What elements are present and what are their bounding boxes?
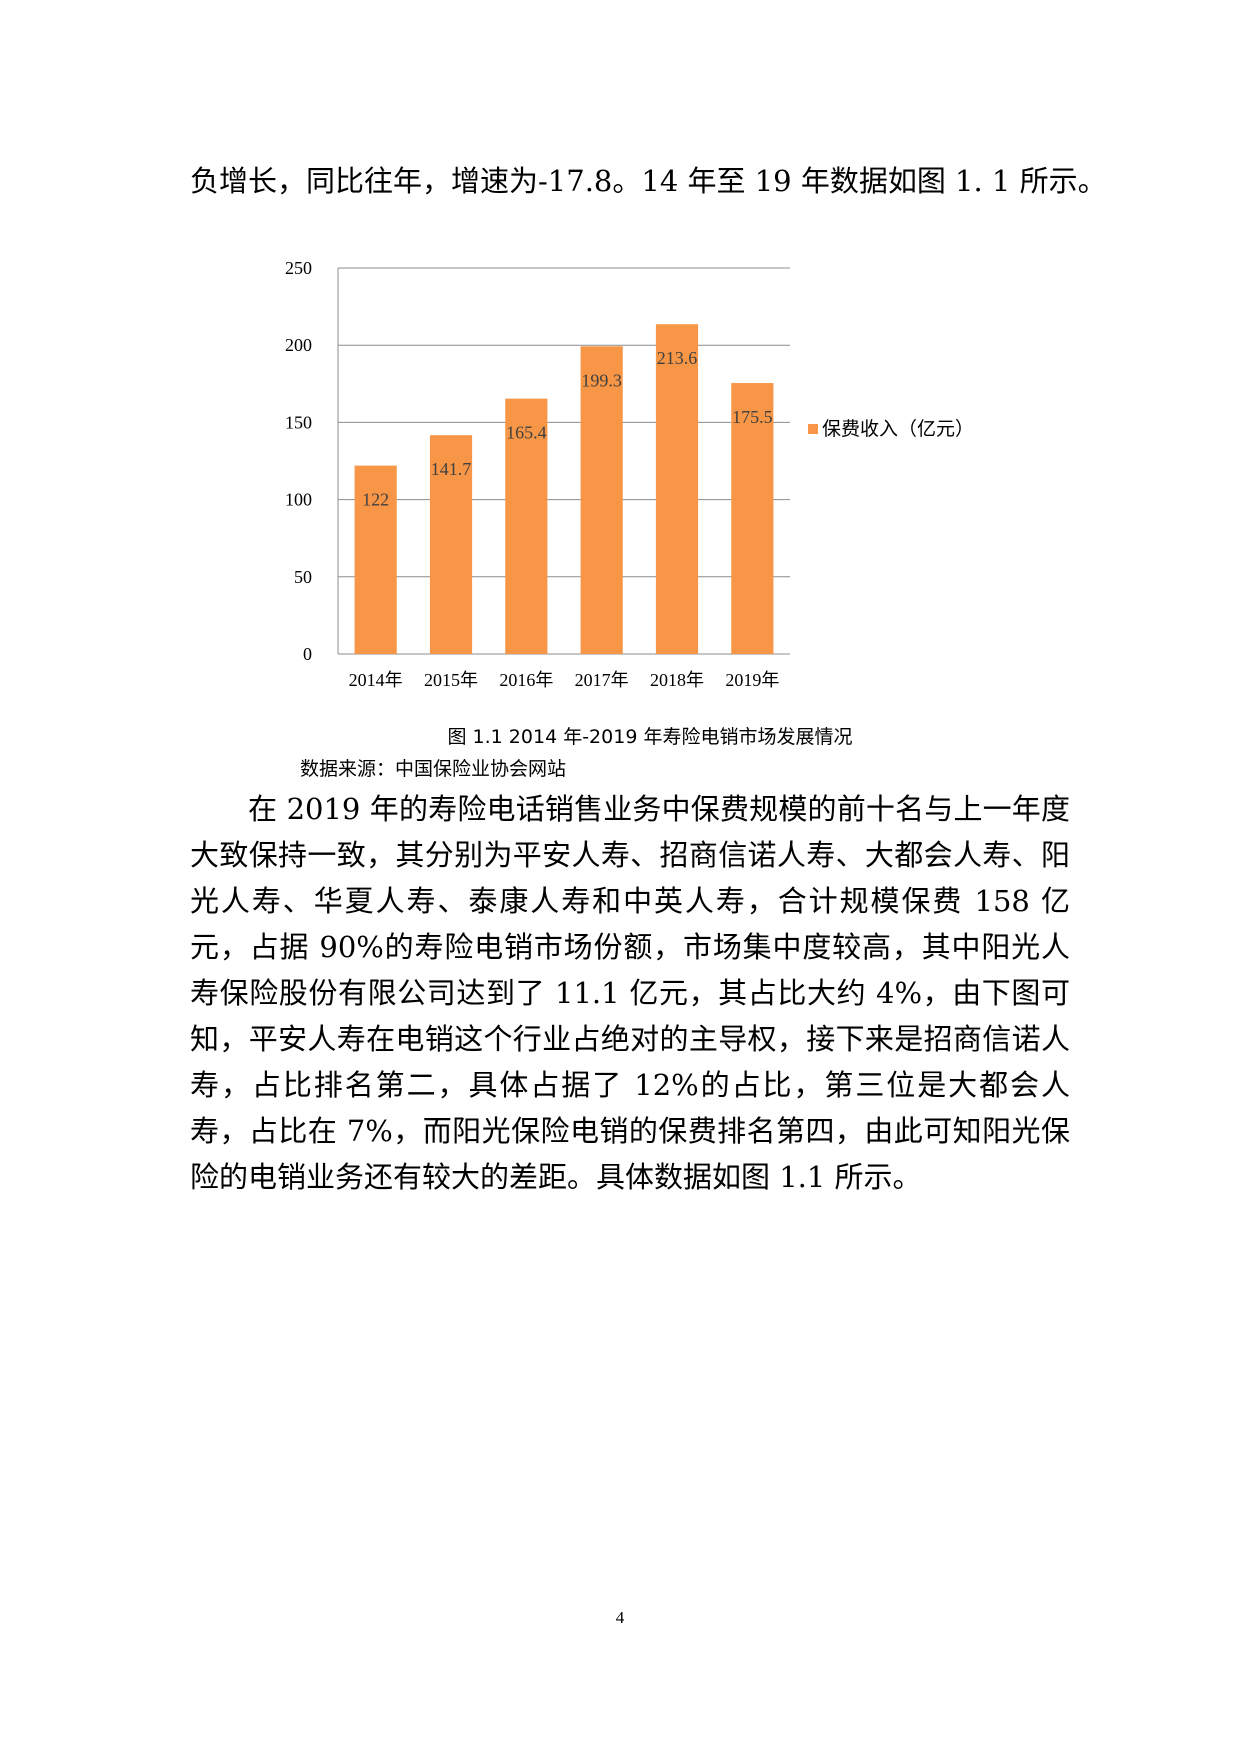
y-tick-label: 150 [285,412,312,432]
x-tick-label: 2014年 [349,670,403,690]
bar [580,346,623,654]
bar [731,383,774,654]
x-tick-label: 2018年 [650,670,704,690]
data-label: 122 [362,490,389,510]
y-tick-label: 200 [285,335,312,355]
legend-label: 保费收入（亿元） [822,418,974,440]
figure-caption: 图 1.1 2014 年-2019 年寿险电销市场发展情况 [447,726,853,748]
data-label: 213.6 [657,348,698,368]
bar [429,435,473,654]
data-label: 165.4 [506,423,547,443]
x-tick-label: 2017年 [575,670,629,690]
data-label: 175.5 [732,407,773,427]
body-section: 在 2019 年的寿险电话销售业务中保费规模的前十名与上一年度大致保持一致，其分… [190,786,1070,1200]
bar [505,398,548,654]
body-paragraph: 在 2019 年的寿险电话销售业务中保费规模的前十名与上一年度大致保持一致，其分… [190,792,1070,1194]
intro-paragraph: 负增长，同比往年，增速为-17.8。14 年至 19 年数据如图 1. 1 所示… [190,164,1107,198]
x-tick-label: 2015年 [424,670,478,690]
chart-svg: 0 50 100 150 200 250 122 2014年 141.7 2015年 165.4 20… [285,258,974,690]
bar [655,324,699,654]
y-tick-label: 100 [285,490,312,510]
bar-chart: 0 50 100 150 200 250 122 2014年 141.7 2015年 165.4 20… [260,248,1020,708]
data-label: 141.7 [431,459,472,479]
y-tick-label: 250 [285,258,312,278]
figure-source: 数据来源：中国保险业协会网站 [300,758,567,780]
page-number: 4 [615,1608,625,1627]
x-tick-label: 2019年 [725,670,779,690]
y-tick-label: 0 [303,644,312,664]
data-label: 199.3 [581,370,622,390]
legend-swatch [808,424,818,434]
y-tick-label: 50 [294,567,312,587]
x-tick-label: 2016年 [499,670,553,690]
bar [354,465,397,654]
